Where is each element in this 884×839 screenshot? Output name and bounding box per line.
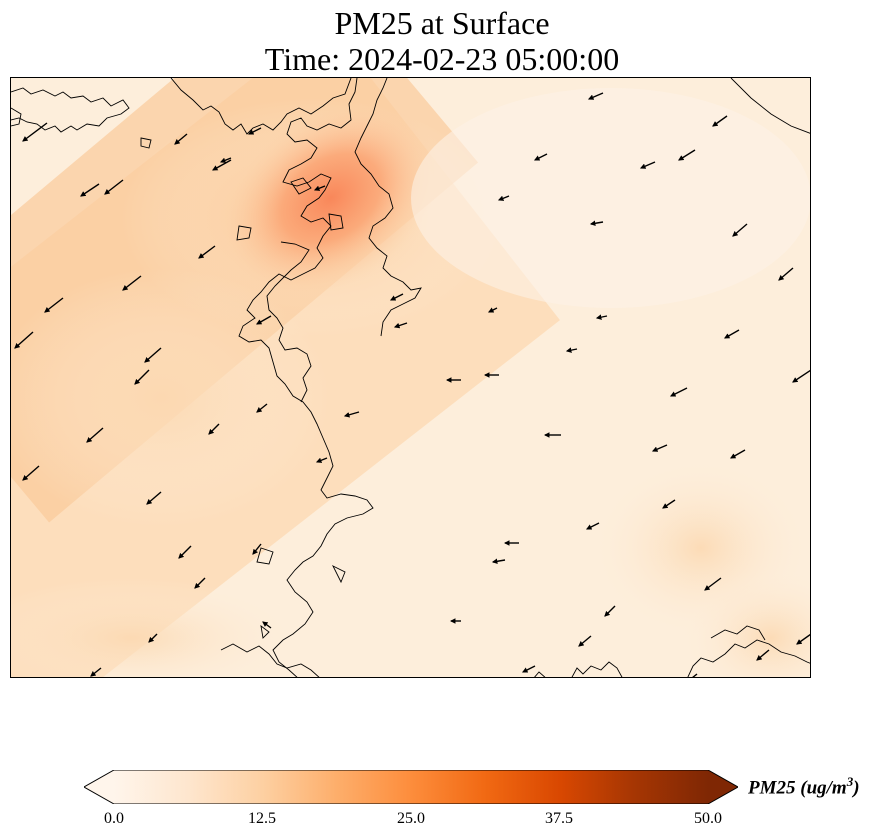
- wind-arrow: [262, 621, 272, 629]
- wind-arrow: [14, 331, 34, 349]
- colorbar-graphic: [82, 769, 740, 805]
- wind-arrow: [212, 159, 232, 171]
- colorbar-ramp: [114, 770, 708, 804]
- colorbar: [82, 769, 740, 805]
- wind-arrow: [44, 297, 64, 313]
- concentration-field: [11, 78, 810, 677]
- wind-arrow: [587, 92, 604, 100]
- wind-arrow: [578, 635, 592, 647]
- wind-arrow: [792, 369, 810, 383]
- colorbar-extend-min: [84, 770, 114, 804]
- wind-arrow: [144, 347, 162, 363]
- wind-arrow: [313, 185, 326, 191]
- wind-arrow: [148, 633, 158, 643]
- wind-arrow: [343, 411, 360, 418]
- wind-arrow: [669, 387, 688, 397]
- wind-arrow: [487, 307, 498, 313]
- coastline: [11, 78, 810, 677]
- wind-arrow: [104, 179, 124, 195]
- chart-title-line-2: Time: 2024-02-23 05:00:00: [264, 41, 620, 77]
- wind-arrow: [315, 457, 328, 463]
- wind-arrow: [194, 577, 206, 589]
- wind-arrow: [712, 115, 728, 127]
- wind-arrow: [22, 465, 40, 481]
- wind-arrow: [174, 133, 188, 145]
- wind-vector-field: [14, 92, 810, 677]
- wind-arrow: [533, 153, 548, 161]
- colorbar-tick-4: 50.0: [694, 810, 722, 827]
- wind-arrow: [585, 522, 600, 530]
- wind-arrow: [256, 315, 272, 325]
- wind-arrow: [521, 665, 536, 673]
- wind-arrow: [122, 275, 142, 291]
- wind-arrow: [252, 543, 262, 555]
- colorbar-tick-1: 12.5: [248, 810, 276, 827]
- pm25-map-canvas: [11, 78, 810, 677]
- colorbar-tick-3: 37.5: [545, 810, 573, 827]
- wind-arrow: [678, 149, 696, 161]
- wind-arrow: [389, 293, 404, 301]
- wind-arrow: [724, 329, 740, 339]
- chart-title-line-1: PM25 at Surface: [334, 5, 550, 41]
- wind-arrow: [595, 314, 608, 320]
- wind-arrow: [589, 220, 604, 227]
- wind-arrow: [146, 491, 162, 505]
- wind-arrow: [732, 223, 748, 237]
- wind-arrow: [651, 444, 668, 452]
- wind-arrow: [178, 545, 192, 559]
- wind-arrow: [778, 267, 794, 281]
- wind-arrow: [604, 605, 616, 617]
- wind-arrow: [692, 673, 698, 677]
- wind-arrow: [639, 161, 656, 169]
- wind-arrow: [86, 427, 104, 443]
- wind-arrow: [219, 157, 232, 163]
- colorbar-tick-0: 0.0: [104, 810, 124, 827]
- pm25-map-panel[interactable]: [10, 77, 811, 678]
- wind-arrow: [393, 322, 408, 329]
- wind-arrow: [90, 667, 102, 677]
- wind-arrow: [497, 195, 510, 201]
- wind-arrow: [134, 369, 150, 385]
- colorbar-extend-max: [708, 770, 738, 804]
- wind-arrow: [730, 449, 746, 459]
- wind-arrow: [247, 127, 262, 135]
- wind-arrow: [796, 633, 810, 645]
- wind-arrow: [208, 423, 220, 435]
- wind-arrow: [491, 558, 506, 565]
- wind-arrow: [704, 577, 722, 591]
- wind-arrow: [22, 122, 48, 142]
- colorbar-label: PM25 (ug/m3): [748, 774, 860, 799]
- wind-arrow: [80, 183, 100, 197]
- wind-arrow: [198, 245, 216, 259]
- colorbar-tick-2: 25.0: [397, 810, 425, 827]
- wind-arrow: [565, 347, 578, 353]
- wind-arrow: [756, 649, 770, 661]
- wind-arrow: [256, 403, 268, 413]
- wind-arrow: [662, 499, 676, 509]
